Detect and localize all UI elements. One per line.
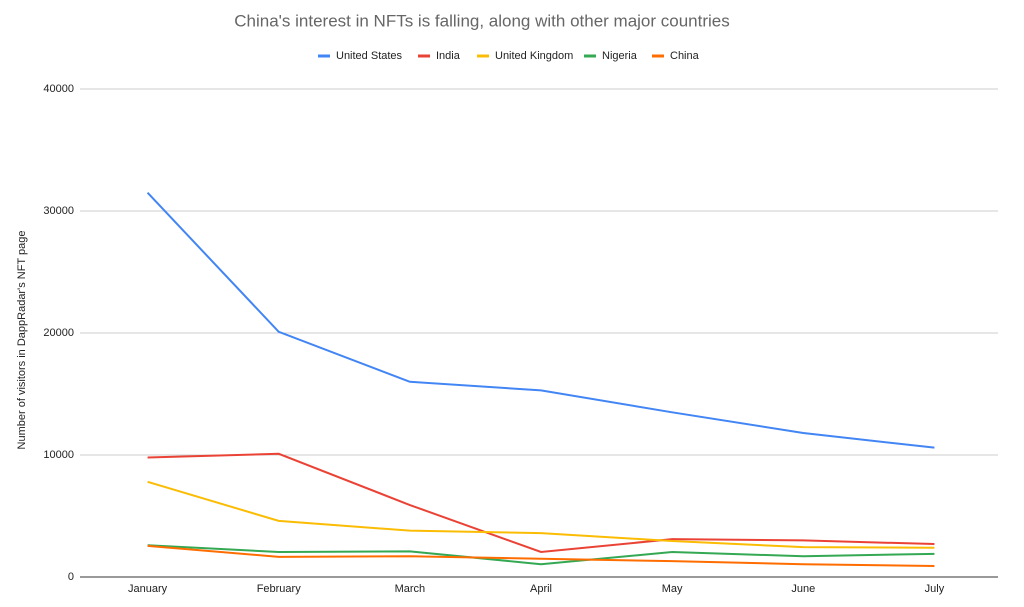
x-tick-label: May — [662, 583, 683, 595]
legend-label: United Kingdom — [495, 50, 573, 62]
y-tick-label: 40000 — [43, 83, 74, 95]
x-tick-label: June — [791, 583, 815, 595]
line-series — [147, 544, 935, 566]
line-series — [146, 192, 935, 449]
legend-label: United States — [336, 50, 403, 62]
legend-label: China — [670, 50, 700, 62]
line-series — [147, 452, 935, 554]
line-series — [147, 480, 935, 549]
y-axis-label: Number of visitors in DappRadar's NFT pa… — [16, 231, 28, 450]
legend-label: India — [436, 50, 461, 62]
x-tick-label: February — [257, 583, 302, 595]
x-tick-label: March — [395, 583, 426, 595]
y-tick-label: 20000 — [43, 327, 74, 339]
y-tick-label: 10000 — [43, 449, 74, 461]
x-tick-label: July — [925, 583, 945, 595]
x-tick-label: April — [530, 583, 552, 595]
chart-title: China's interest in NFTs is falling, alo… — [234, 11, 730, 30]
y-tick-label: 30000 — [43, 205, 74, 217]
line-series — [147, 544, 935, 568]
legend-label: Nigeria — [602, 50, 638, 62]
x-tick-label: January — [128, 583, 168, 595]
y-tick-label: 0 — [68, 571, 74, 583]
